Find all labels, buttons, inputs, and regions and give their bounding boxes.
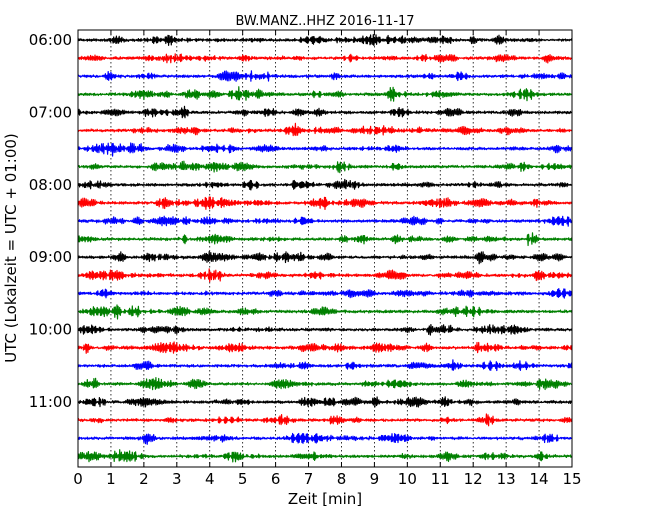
trace-line [77, 251, 573, 265]
x-tick-label: 11 [431, 470, 450, 488]
plot-frame [77, 29, 573, 468]
y-tick-label: 11:00 [29, 393, 72, 411]
grid-lines [110, 30, 540, 467]
trace-line [77, 34, 573, 47]
x-tick-label: 12 [464, 470, 483, 488]
x-tick-label: 1 [106, 470, 116, 488]
chart-title: BW.MANZ..HHZ 2016-11-17 [235, 14, 414, 29]
trace-line [77, 105, 573, 119]
x-tick-label: 15 [562, 470, 581, 488]
trace-line [77, 268, 573, 283]
trace-line [77, 432, 573, 445]
y-tick-label: 10:00 [29, 321, 72, 339]
x-tick-label: 5 [238, 470, 248, 488]
trace-line [77, 53, 573, 64]
y-tick-label: 06:00 [29, 31, 72, 49]
y-axis-label: UTC (Lokalzeit = UTC + 01:00) [2, 133, 20, 363]
x-tick-label: 9 [370, 470, 380, 488]
x-tick-label: 4 [205, 470, 215, 488]
trace-line [77, 70, 573, 82]
trace-line [77, 341, 573, 354]
trace-line [77, 160, 573, 174]
x-tick-label: 7 [304, 470, 314, 488]
axis-ticks: 0 1 2 3 4 5 6 7 8 9 10 11 12 13 14 1506:0007:0008:0009:… [29, 30, 582, 488]
trace-line [77, 396, 573, 408]
trace-line [77, 178, 573, 191]
trace-line [77, 323, 573, 336]
trace-line [77, 304, 573, 320]
trace-line [77, 288, 573, 299]
x-axis-label: Zeit [min] [288, 490, 362, 508]
y-tick-label: 07:00 [29, 103, 72, 121]
x-tick-label: 2 [139, 470, 149, 488]
x-tick-label: 3 [172, 470, 182, 488]
trace-line [77, 377, 573, 391]
x-tick-label: 10 [398, 470, 417, 488]
y-tick-label: 09:00 [29, 248, 72, 266]
x-tick-label: 6 [271, 470, 281, 488]
y-tick-label: 08:00 [29, 176, 72, 194]
trace-line [77, 232, 573, 247]
trace-line [77, 196, 573, 211]
trace-line [77, 449, 573, 463]
trace-line [77, 122, 573, 137]
trace-line [77, 413, 573, 427]
seismic-traces [77, 34, 573, 463]
trace-line [77, 215, 573, 227]
x-tick-label: 13 [497, 470, 516, 488]
x-tick-label: 8 [337, 470, 347, 488]
x-tick-label: 0 [73, 470, 83, 488]
trace-line [77, 142, 573, 157]
trace-line [77, 359, 573, 372]
x-tick-label: 14 [530, 470, 549, 488]
trace-line [77, 86, 573, 102]
